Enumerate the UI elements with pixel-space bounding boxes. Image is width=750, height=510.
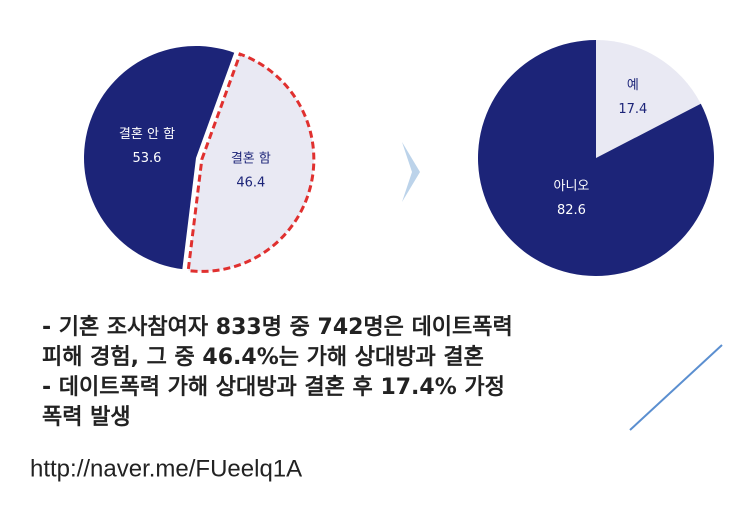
slice-label: 결혼 함 — [231, 152, 271, 167]
value-label: 17.4 — [618, 102, 647, 117]
pie-slice — [84, 45, 235, 270]
caption: - 기혼 조사참여자 833명 중 742명은 데이트폭력 피해 경험, 그 중… — [42, 315, 513, 430]
caption-line: - 기혼 조사참여자 833명 중 742명은 데이트폭력 — [42, 315, 513, 340]
value-label: 82.6 — [557, 203, 586, 218]
value-label: 46.4 — [236, 176, 265, 191]
value-label: 53.6 — [133, 151, 162, 166]
decor-line — [629, 344, 723, 431]
link[interactable]: http://naver.me/FUeelq1A — [30, 455, 302, 482]
pie-slice — [596, 40, 701, 158]
pie-slice — [186, 52, 316, 273]
slice-label: 예 — [627, 78, 639, 93]
pie-slice — [478, 40, 714, 276]
caption-line: 폭력 발생 — [42, 405, 131, 430]
slice-label: 아니오 — [554, 179, 590, 194]
arrow — [402, 142, 420, 202]
slice-label: 결혼 안 함 — [119, 127, 175, 142]
caption-line: - 데이트폭력 가해 상대방과 결혼 후 17.4% 가정 — [42, 375, 505, 400]
charts: 결혼 안 함 53.6 결혼 함 46.4 예 17.4 아니오 82.6 — [84, 40, 714, 276]
caption-line: 피해 경험, 그 중 46.4%는 가해 상대방과 결혼 — [42, 344, 484, 370]
